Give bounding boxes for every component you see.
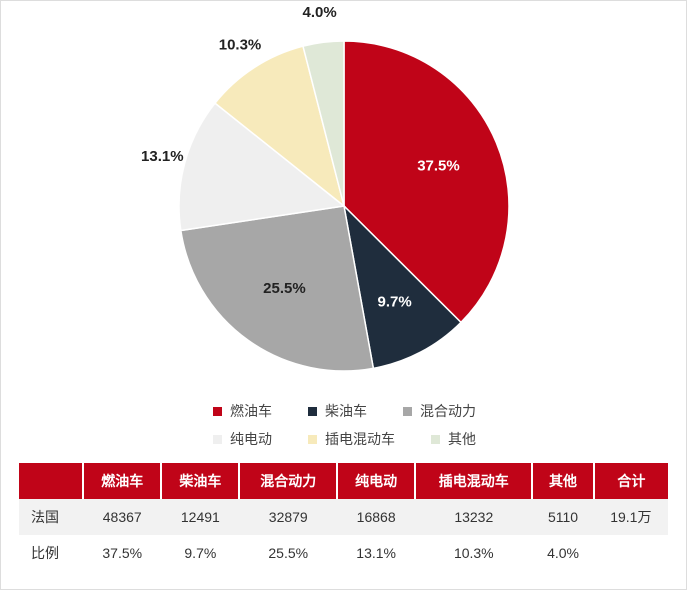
table-header-cell: 燃油车 [83, 463, 161, 499]
pie-slice-label: 13.1% [141, 148, 184, 165]
table-cell: 9.7% [161, 535, 239, 571]
table-cell: 12491 [161, 499, 239, 535]
legend-label: 纯电动 [230, 429, 272, 449]
table-cell: 法国 [19, 499, 83, 535]
table-header-cell: 柴油车 [161, 463, 239, 499]
legend-label: 插电混动车 [325, 429, 395, 449]
legend-item: 纯电动 [213, 429, 272, 449]
table-header-cell: 纯电动 [337, 463, 415, 499]
table-header-cell: 混合动力 [239, 463, 337, 499]
legend-label: 柴油车 [325, 401, 367, 421]
table-cell: 25.5% [239, 535, 337, 571]
table-cell: 48367 [83, 499, 161, 535]
data-table: 燃油车柴油车混合动力纯电动插电混动车其他合计 法国483671249132879… [19, 463, 668, 571]
pie-slice-label: 10.3% [219, 36, 262, 53]
table-row: 法国4836712491328791686813232511019.1万 [19, 499, 668, 535]
table-head: 燃油车柴油车混合动力纯电动插电混动车其他合计 [19, 463, 668, 499]
legend-swatch [213, 435, 222, 444]
table-header-cell: 其他 [532, 463, 593, 499]
legend-swatch [403, 407, 412, 416]
legend-swatch [431, 435, 440, 444]
card: 37.5%9.7%25.5%13.1%10.3%4.0% 燃油车柴油车混合动力纯… [0, 0, 687, 590]
table-cell: 32879 [239, 499, 337, 535]
pie-chart-svg: 37.5% 9.7% 25.5% 13.1% 10.3% 4.0% [1, 1, 687, 401]
table-cell: 10.3% [415, 535, 532, 571]
pie-legend: 燃油车 柴油车 混合动力纯电动 插电混动车 其他 [1, 397, 687, 453]
legend-label: 燃油车 [230, 401, 272, 421]
legend-swatch [308, 407, 317, 416]
legend-item: 燃油车 [213, 401, 272, 421]
table-cell: 比例 [19, 535, 83, 571]
table-body: 法国4836712491328791686813232511019.1万比例37… [19, 499, 668, 571]
table-cell: 16868 [337, 499, 415, 535]
legend-label: 其他 [448, 429, 476, 449]
table-header-cell [19, 463, 83, 499]
table-cell: 5110 [532, 499, 593, 535]
legend-swatch [308, 435, 317, 444]
legend-item: 其他 [431, 429, 476, 449]
table-cell: 37.5% [83, 535, 161, 571]
pie-slice-label: 25.5% [263, 280, 306, 297]
pie-chart-area: 37.5% 9.7% 25.5% 13.1% 10.3% 4.0% [1, 1, 687, 401]
legend-item: 插电混动车 [308, 429, 395, 449]
table-cell: 13232 [415, 499, 532, 535]
table-cell: 19.1万 [594, 499, 668, 535]
legend-item: 柴油车 [308, 401, 367, 421]
table-cell: 13.1% [337, 535, 415, 571]
table-header-cell: 合计 [594, 463, 668, 499]
table-row: 比例37.5%9.7%25.5%13.1%10.3%4.0% [19, 535, 668, 571]
table-header-cell: 插电混动车 [415, 463, 532, 499]
legend-swatch [213, 407, 222, 416]
table-cell: 4.0% [532, 535, 593, 571]
legend-row: 纯电动 插电混动车 其他 [1, 425, 687, 453]
table-cell [594, 535, 668, 571]
legend-row: 燃油车 柴油车 混合动力 [1, 397, 687, 425]
legend-item: 混合动力 [403, 401, 476, 421]
pie-slice-label: 37.5% [417, 158, 460, 175]
pie-slice-label: 9.7% [378, 293, 412, 310]
legend-label: 混合动力 [420, 401, 476, 421]
pie-slice-label: 4.0% [303, 4, 337, 21]
